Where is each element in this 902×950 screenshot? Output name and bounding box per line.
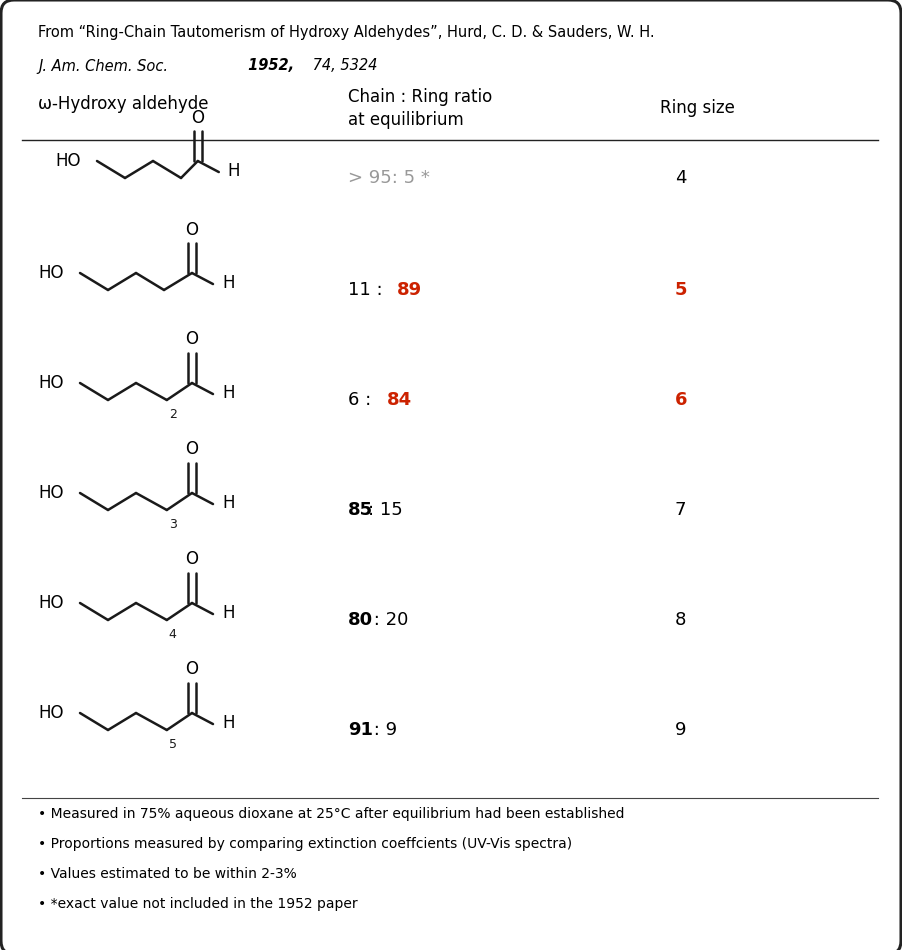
Text: O: O <box>186 331 198 349</box>
Text: 80: 80 <box>348 611 373 629</box>
Text: H: H <box>222 714 235 732</box>
Text: 4: 4 <box>675 169 686 187</box>
Text: H: H <box>222 494 235 512</box>
Text: ω-Hydroxy aldehyde: ω-Hydroxy aldehyde <box>38 95 208 113</box>
Text: 74, 5324: 74, 5324 <box>308 59 377 73</box>
Text: O: O <box>186 550 198 568</box>
Text: 6: 6 <box>675 391 687 409</box>
Text: From “Ring-Chain Tautomerism of Hydroxy Aldehydes”, Hurd, C. D. & Sauders, W. H.: From “Ring-Chain Tautomerism of Hydroxy … <box>38 26 655 41</box>
Text: : 20: : 20 <box>368 611 408 629</box>
Text: HO: HO <box>38 264 63 282</box>
Text: 5: 5 <box>675 281 687 299</box>
Text: Chain : Ring ratio: Chain : Ring ratio <box>348 88 492 106</box>
Text: J. Am. Chem. Soc.: J. Am. Chem. Soc. <box>38 59 168 73</box>
Text: H: H <box>222 274 235 292</box>
Text: O: O <box>186 220 198 238</box>
Text: HO: HO <box>38 594 63 612</box>
Text: 5: 5 <box>169 738 177 750</box>
Text: • Proportions measured by comparing extinction coeffcients (UV-Vis spectra): • Proportions measured by comparing exti… <box>38 837 572 851</box>
Text: O: O <box>186 660 198 678</box>
Text: • Values estimated to be within 2-3%: • Values estimated to be within 2-3% <box>38 867 297 881</box>
Text: > 95: 5 *: > 95: 5 * <box>348 169 430 187</box>
Text: 85: 85 <box>348 501 373 519</box>
Text: 7: 7 <box>675 501 686 519</box>
Text: Ring size: Ring size <box>660 99 735 117</box>
Text: 9: 9 <box>675 721 686 739</box>
Text: at equilibrium: at equilibrium <box>348 111 464 129</box>
Text: HO: HO <box>38 704 63 722</box>
Text: 6 :: 6 : <box>348 391 377 409</box>
Text: H: H <box>228 162 240 180</box>
Text: 1952,: 1952, <box>243 59 294 73</box>
Text: HO: HO <box>55 152 80 170</box>
Text: HO: HO <box>38 484 63 502</box>
Text: 2: 2 <box>169 408 177 421</box>
Text: • Measured in 75% aqueous dioxane at 25°C after equilibrium had been established: • Measured in 75% aqueous dioxane at 25°… <box>38 807 624 821</box>
Text: 89: 89 <box>397 281 422 299</box>
Text: 84: 84 <box>387 391 412 409</box>
Text: O: O <box>191 108 204 126</box>
Text: 8: 8 <box>675 611 686 629</box>
Text: 3: 3 <box>169 518 177 531</box>
Text: 11 :: 11 : <box>348 281 389 299</box>
Text: : 15: : 15 <box>368 501 402 519</box>
Text: H: H <box>222 604 235 622</box>
Text: 4: 4 <box>169 628 177 641</box>
Text: H: H <box>222 384 235 402</box>
Text: HO: HO <box>38 374 63 392</box>
Text: • *exact value not included in the 1952 paper: • *exact value not included in the 1952 … <box>38 897 357 911</box>
Text: O: O <box>186 441 198 459</box>
Text: : 9: : 9 <box>368 721 397 739</box>
Text: 91: 91 <box>348 721 373 739</box>
